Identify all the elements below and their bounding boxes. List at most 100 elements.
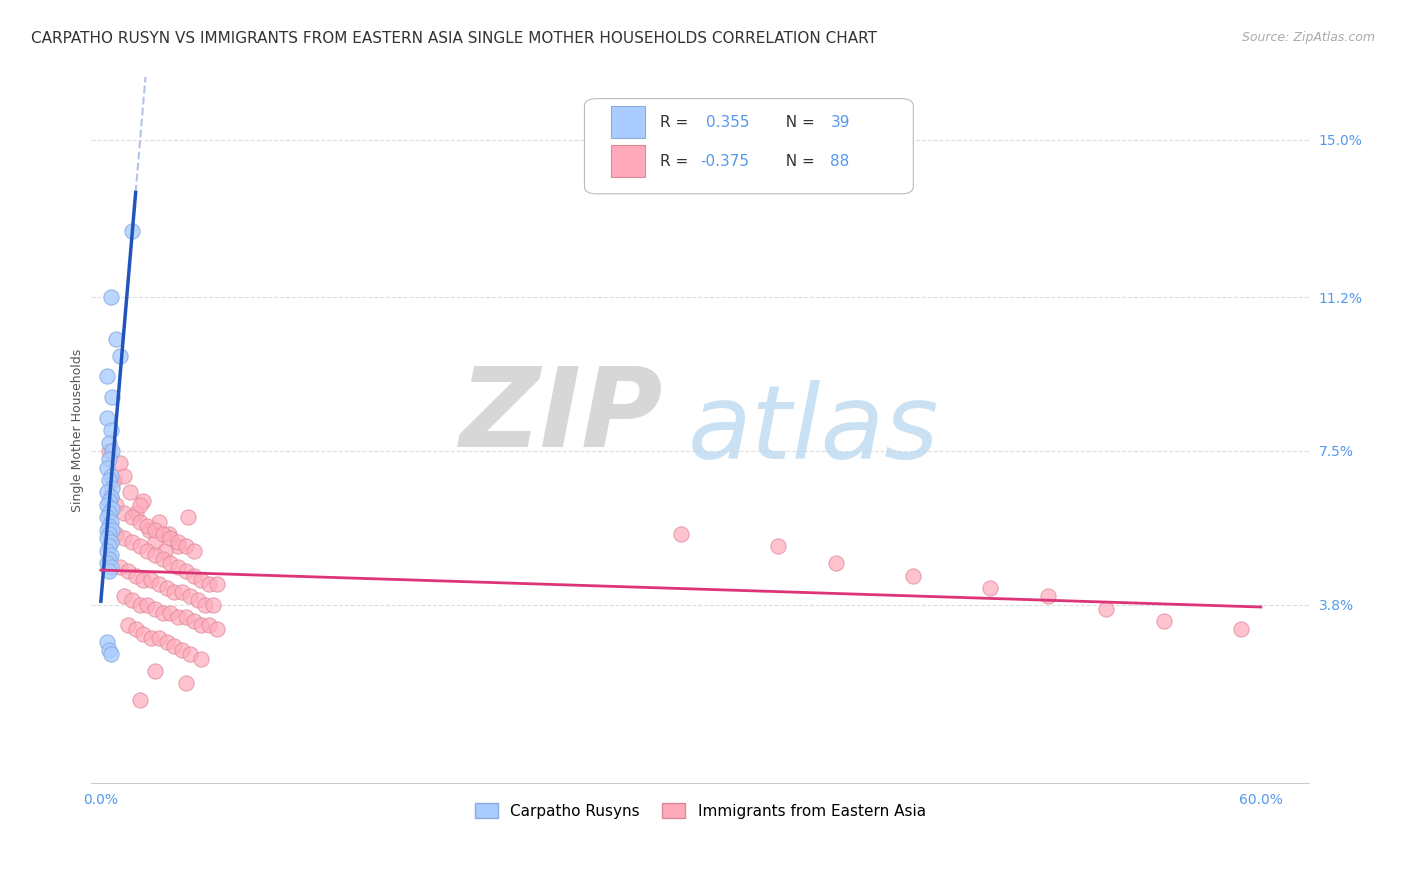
Text: 0.355: 0.355 bbox=[706, 115, 749, 129]
Point bbox=[824, 556, 846, 570]
Point bbox=[96, 556, 118, 570]
Point bbox=[100, 469, 122, 483]
Point bbox=[170, 585, 193, 599]
Point bbox=[143, 523, 166, 537]
Point bbox=[174, 610, 197, 624]
Point bbox=[901, 568, 924, 582]
Point bbox=[128, 598, 150, 612]
Point bbox=[100, 490, 122, 504]
Text: 39: 39 bbox=[831, 115, 851, 129]
Point bbox=[97, 552, 120, 566]
Point bbox=[97, 565, 120, 579]
Point bbox=[128, 515, 150, 529]
Point bbox=[159, 556, 181, 570]
Point bbox=[174, 676, 197, 690]
Point bbox=[112, 469, 135, 483]
Point bbox=[143, 601, 166, 615]
Point bbox=[153, 543, 176, 558]
Point bbox=[148, 576, 170, 591]
Point bbox=[170, 643, 193, 657]
Text: -0.375: -0.375 bbox=[700, 153, 749, 169]
Point bbox=[132, 573, 155, 587]
Point bbox=[143, 535, 166, 549]
Point bbox=[1036, 589, 1059, 603]
Text: N =: N = bbox=[776, 153, 820, 169]
Point bbox=[669, 527, 692, 541]
Point bbox=[139, 573, 162, 587]
Point bbox=[124, 506, 146, 520]
Point bbox=[100, 648, 122, 662]
Point bbox=[155, 581, 177, 595]
Point bbox=[174, 565, 197, 579]
Point bbox=[159, 606, 181, 620]
Point bbox=[183, 543, 205, 558]
Point bbox=[128, 498, 150, 512]
Point bbox=[96, 369, 118, 384]
Point bbox=[96, 523, 118, 537]
Point bbox=[143, 548, 166, 562]
Point bbox=[179, 589, 201, 603]
Point bbox=[138, 523, 160, 537]
Text: Source: ZipAtlas.com: Source: ZipAtlas.com bbox=[1241, 31, 1375, 45]
Point bbox=[121, 510, 143, 524]
Point bbox=[186, 593, 208, 607]
Point bbox=[167, 535, 190, 549]
Point bbox=[121, 535, 143, 549]
Point bbox=[167, 540, 190, 554]
Point bbox=[100, 560, 122, 574]
Point bbox=[159, 531, 181, 545]
Point bbox=[97, 540, 120, 554]
Point bbox=[152, 527, 174, 541]
Point bbox=[124, 568, 146, 582]
Point bbox=[96, 543, 118, 558]
Point bbox=[177, 510, 200, 524]
Point bbox=[152, 606, 174, 620]
Point bbox=[190, 651, 212, 665]
Point bbox=[112, 589, 135, 603]
Point bbox=[1230, 623, 1253, 637]
Point bbox=[1153, 614, 1175, 628]
Point bbox=[183, 568, 205, 582]
Point bbox=[108, 457, 131, 471]
Point bbox=[1095, 601, 1118, 615]
Point bbox=[100, 548, 122, 562]
Point bbox=[100, 515, 122, 529]
Point bbox=[132, 493, 155, 508]
Point bbox=[96, 498, 118, 512]
Point bbox=[190, 573, 212, 587]
Point bbox=[101, 523, 124, 537]
Point bbox=[101, 502, 124, 516]
Point bbox=[97, 493, 120, 508]
Legend: Carpatho Rusyns, Immigrants from Eastern Asia: Carpatho Rusyns, Immigrants from Eastern… bbox=[468, 797, 932, 825]
Point bbox=[148, 631, 170, 645]
Point bbox=[205, 576, 228, 591]
Point bbox=[105, 527, 128, 541]
Point bbox=[190, 618, 212, 632]
Point bbox=[101, 481, 124, 495]
Point bbox=[163, 585, 186, 599]
Point bbox=[97, 643, 120, 657]
FancyBboxPatch shape bbox=[612, 145, 645, 178]
Point bbox=[117, 565, 139, 579]
Point bbox=[97, 473, 120, 487]
Point bbox=[155, 635, 177, 649]
Point bbox=[101, 444, 124, 458]
Point bbox=[97, 518, 120, 533]
Point bbox=[174, 540, 197, 554]
Point bbox=[105, 332, 128, 346]
Point bbox=[167, 560, 190, 574]
Point bbox=[100, 423, 122, 437]
Point bbox=[96, 531, 118, 545]
Point bbox=[97, 452, 120, 467]
Point bbox=[97, 527, 120, 541]
Point bbox=[121, 224, 143, 238]
Point bbox=[96, 460, 118, 475]
Text: N =: N = bbox=[776, 115, 820, 129]
Text: CARPATHO RUSYN VS IMMIGRANTS FROM EASTERN ASIA SINGLE MOTHER HOUSEHOLDS CORRELAT: CARPATHO RUSYN VS IMMIGRANTS FROM EASTER… bbox=[31, 31, 877, 46]
Point bbox=[148, 515, 170, 529]
Text: ZIP: ZIP bbox=[460, 363, 664, 469]
Point bbox=[100, 490, 122, 504]
Point bbox=[198, 576, 221, 591]
Point bbox=[96, 485, 118, 500]
Point bbox=[112, 531, 135, 545]
